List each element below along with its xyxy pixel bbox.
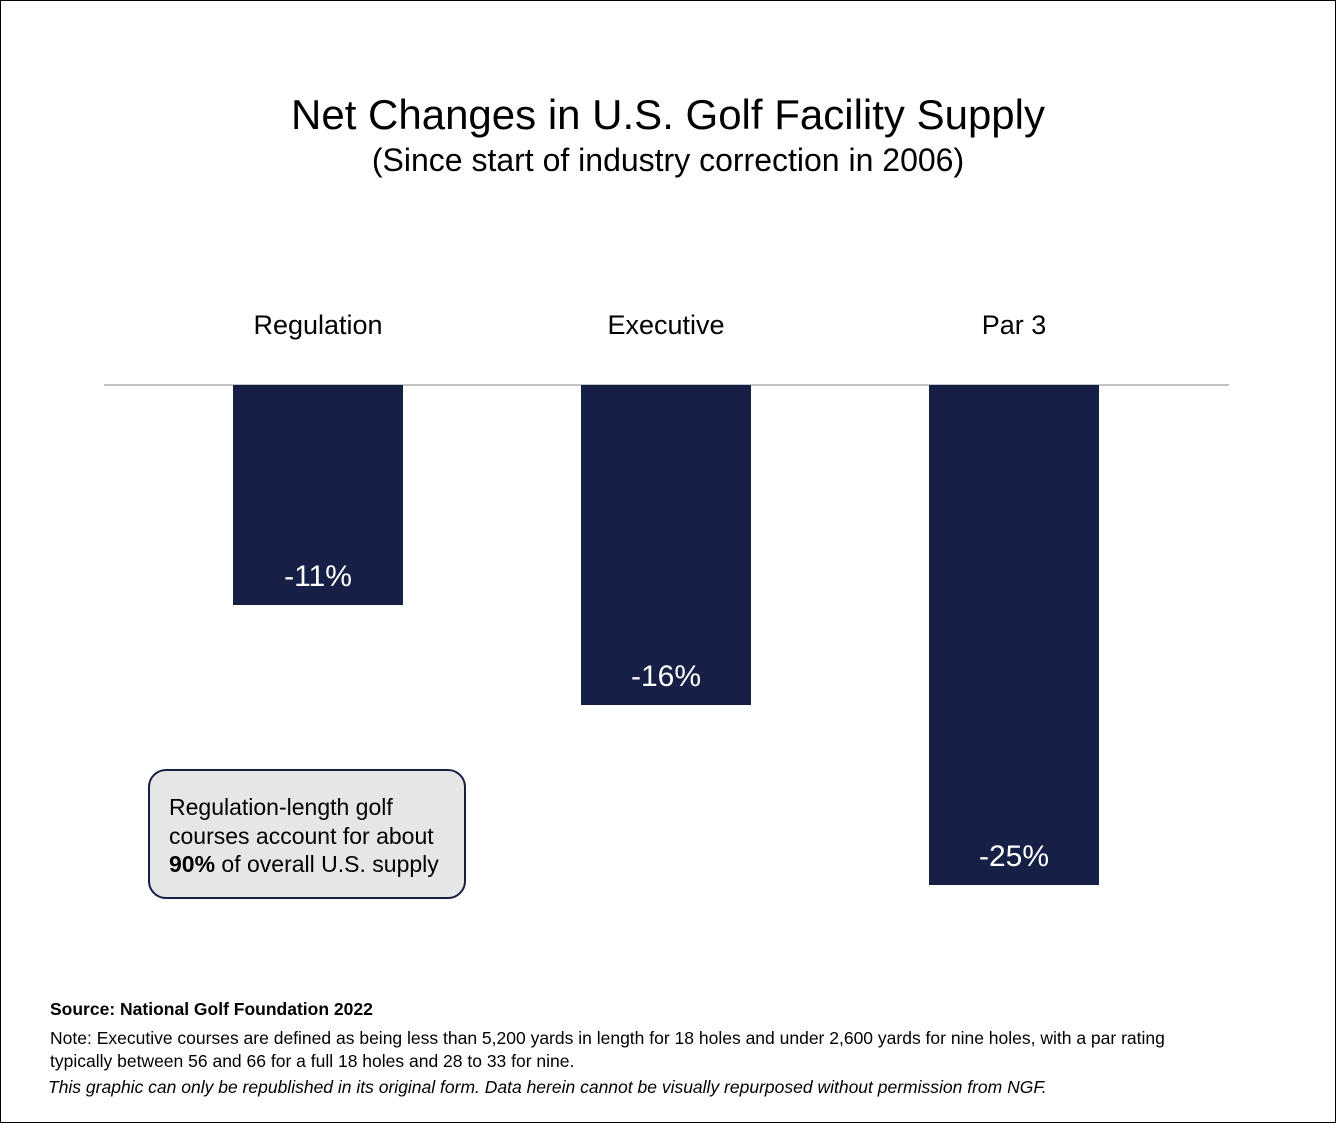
category-label-executive: Executive [607,310,724,340]
callout-line-1: Regulation-length golf [169,794,393,820]
chart-title: Net Changes in U.S. Golf Facility Supply [291,91,1045,138]
callout-line-3-rest: of overall U.S. supply [215,851,439,877]
chart-subtitle: (Since start of industry correction in 2… [371,142,965,178]
value-label-regulation: -11% [284,560,352,593]
bar-executive [581,385,751,705]
note-text: Note: Executive courses are defined as b… [50,1028,1165,1071]
category-label-regulation: Regulation [253,310,382,340]
bar-regulation [233,385,403,605]
source-text: Source: National Golf Foundation 2022 [50,999,373,1019]
callout-highlight: 90% [169,851,216,877]
category-label-par-3: Par 3 [982,310,1047,340]
callout-box: Regulation-length golf courses account f… [148,769,466,899]
bar-par-3 [929,385,1099,885]
disclaimer-text: This graphic can only be republished in … [48,1077,1047,1097]
callout-line-2: courses account for about [169,822,434,849]
callout-line-3: 90% of overall U.S. supply [169,850,454,879]
value-label-par-3: -25% [979,840,1049,873]
value-label-executive: -16% [631,660,701,693]
